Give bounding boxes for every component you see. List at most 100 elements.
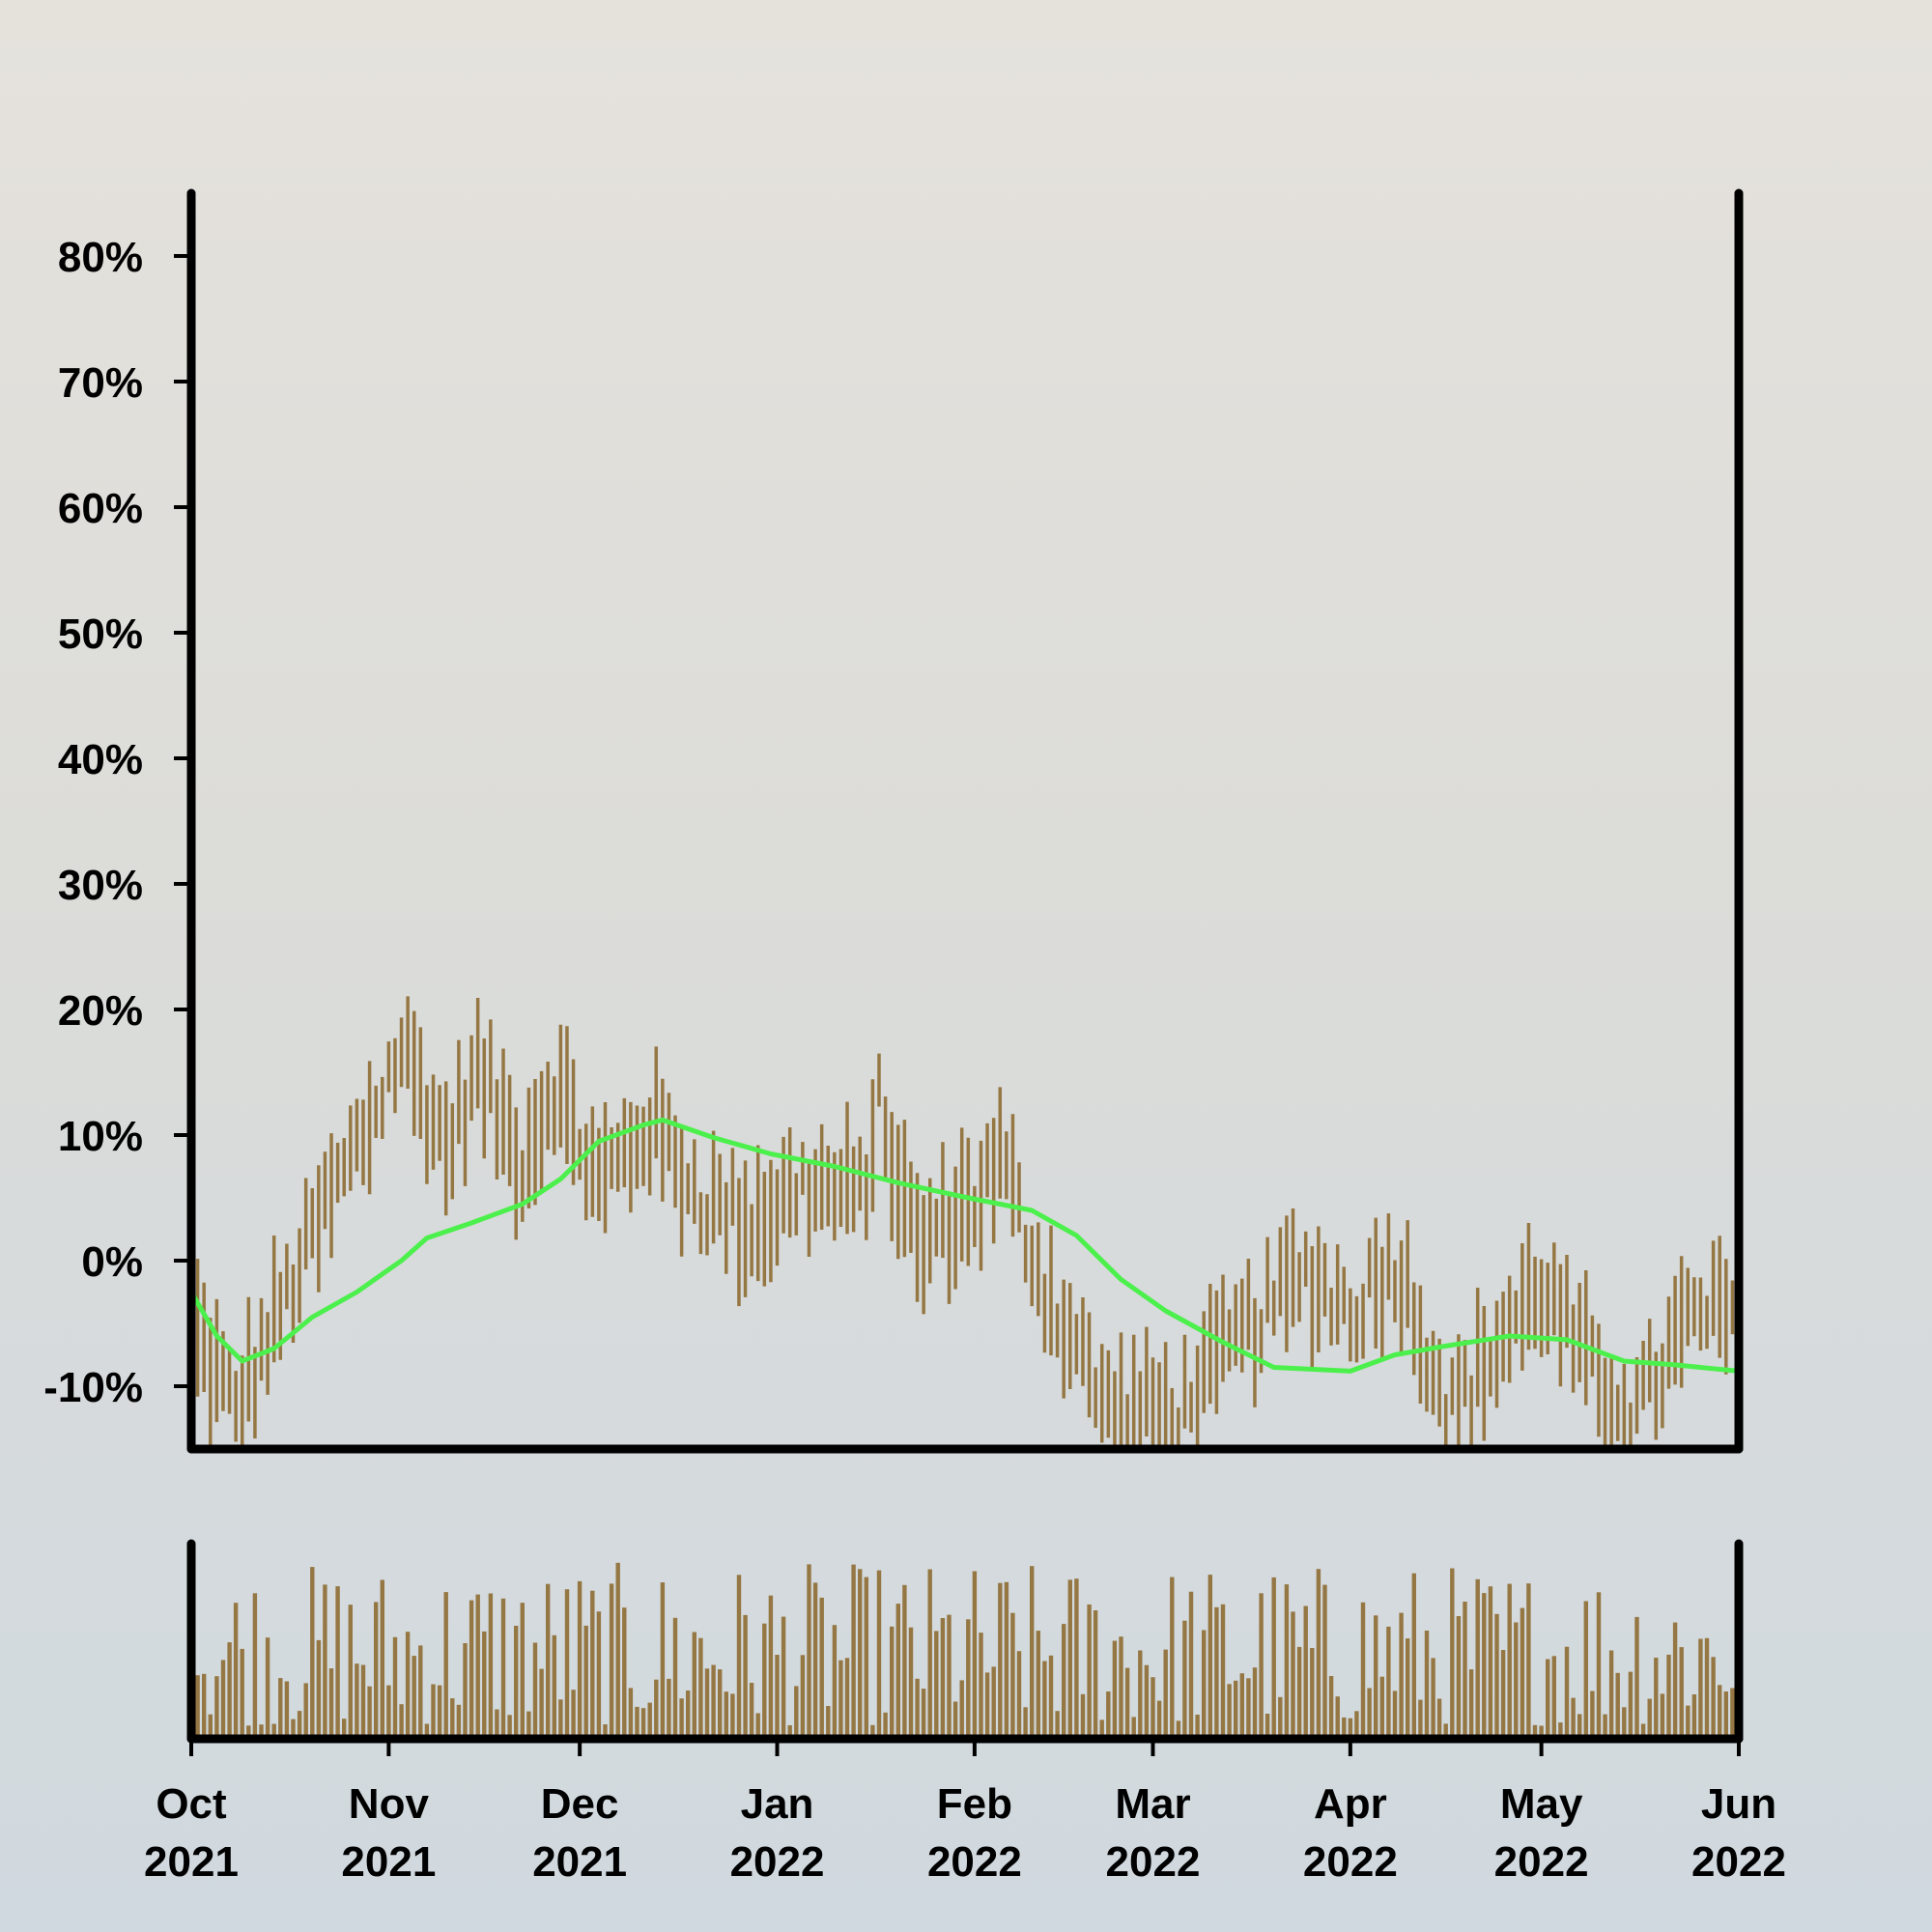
x-tick-label-year: 2021 bbox=[532, 1838, 627, 1886]
y-tick-label: 0% bbox=[81, 1238, 143, 1286]
volume-bar bbox=[686, 1690, 691, 1735]
volume-bar bbox=[1252, 1667, 1258, 1735]
volume-bar bbox=[1124, 1667, 1130, 1735]
volume-bar bbox=[812, 1582, 818, 1735]
volume-bar bbox=[552, 1634, 556, 1735]
volume-bar bbox=[412, 1656, 416, 1735]
volume-bar bbox=[1170, 1577, 1175, 1735]
x-tick-label-month: Nov bbox=[349, 1780, 430, 1828]
volume-bar bbox=[1099, 1719, 1104, 1735]
volume-bar bbox=[418, 1645, 423, 1735]
volume-bar bbox=[1634, 1616, 1639, 1735]
volume-bar bbox=[1342, 1717, 1347, 1735]
volume-bar bbox=[1010, 1612, 1015, 1735]
volume-bar bbox=[851, 1564, 856, 1735]
volume-panel: Oct 2021 Nov 2021 Dec 2021 Jan 2022 Feb 2022 Mar 20… bbox=[144, 1539, 1786, 1886]
volume-bar bbox=[335, 1586, 340, 1735]
volume-bar bbox=[374, 1602, 379, 1735]
volume-bar bbox=[316, 1639, 322, 1735]
price-panel-frame bbox=[186, 188, 1744, 1454]
volume-bar bbox=[1654, 1658, 1659, 1735]
volume-bar bbox=[437, 1685, 442, 1735]
volume-bar bbox=[902, 1584, 907, 1735]
volume-bar bbox=[1392, 1690, 1398, 1735]
volume-bar bbox=[1494, 1613, 1499, 1735]
volume-bar bbox=[895, 1604, 900, 1735]
volume-bar bbox=[507, 1715, 512, 1735]
volume-bar bbox=[1539, 1725, 1544, 1735]
volume-bar bbox=[1119, 1636, 1123, 1735]
volume-bar bbox=[979, 1633, 983, 1735]
volume-bar bbox=[972, 1571, 978, 1735]
y-tick-label: 80% bbox=[58, 234, 143, 281]
volume-bar bbox=[870, 1724, 875, 1735]
volume-bar bbox=[934, 1631, 939, 1735]
volume-bar bbox=[1080, 1693, 1086, 1735]
volume-bar bbox=[1374, 1615, 1378, 1735]
volume-bar bbox=[1074, 1578, 1079, 1735]
volume-bar bbox=[1144, 1664, 1150, 1735]
volume-bar bbox=[1067, 1579, 1072, 1735]
volume-bar bbox=[1259, 1593, 1264, 1735]
volume-bar bbox=[590, 1590, 595, 1735]
volume-bar bbox=[984, 1672, 990, 1735]
x-tick-label-month: May bbox=[1500, 1780, 1583, 1828]
volume-bar bbox=[1188, 1591, 1194, 1735]
volume-bar bbox=[876, 1570, 882, 1735]
volume-bar bbox=[514, 1626, 519, 1735]
volume-bar bbox=[360, 1664, 366, 1735]
volume-bar bbox=[240, 1648, 244, 1735]
volume-bar bbox=[1424, 1631, 1430, 1735]
volume-bar bbox=[1239, 1673, 1244, 1735]
volume-bar bbox=[1271, 1577, 1276, 1735]
volume-bar bbox=[635, 1706, 639, 1735]
volume-bar bbox=[208, 1714, 213, 1735]
volume-bar bbox=[667, 1678, 671, 1735]
volume-bar bbox=[1030, 1566, 1035, 1735]
volume-bar bbox=[469, 1600, 474, 1735]
volume-bar bbox=[1354, 1711, 1359, 1735]
volume-bar bbox=[463, 1643, 468, 1735]
volume-bar bbox=[654, 1679, 659, 1735]
x-tick-label-month: Feb bbox=[937, 1780, 1012, 1828]
volume-bar bbox=[1131, 1717, 1136, 1735]
y-tick-label: 20% bbox=[58, 987, 143, 1035]
volume-bar bbox=[284, 1681, 290, 1735]
price-bars bbox=[189, 996, 1741, 1449]
volume-bar bbox=[1234, 1680, 1238, 1735]
volume-bar bbox=[1214, 1606, 1219, 1735]
volume-bar bbox=[800, 1655, 806, 1735]
volume-bar bbox=[380, 1579, 384, 1735]
volume-bar bbox=[1328, 1676, 1334, 1735]
volume-bar bbox=[431, 1684, 436, 1735]
volume-bar bbox=[500, 1598, 506, 1735]
volume-bar bbox=[1628, 1671, 1634, 1735]
volume-bar bbox=[220, 1660, 226, 1735]
volume-bar bbox=[443, 1592, 448, 1735]
volume-bar bbox=[246, 1725, 251, 1735]
y-axis-ticks: -10% 0% 10% 20% 30% 40% 50% 60% 70% 80% bbox=[43, 234, 191, 1411]
volume-bar bbox=[583, 1625, 588, 1735]
volume-bar bbox=[1679, 1647, 1684, 1735]
volume-bar bbox=[640, 1708, 646, 1735]
volume-bar bbox=[1227, 1684, 1232, 1735]
volume-bar bbox=[1322, 1584, 1327, 1735]
x-tick-label-year: 2021 bbox=[144, 1838, 239, 1886]
y-tick-label: 70% bbox=[58, 359, 143, 407]
volume-bars bbox=[188, 1562, 1742, 1735]
volume-bar bbox=[622, 1607, 627, 1735]
x-tick-label-year: 2022 bbox=[1691, 1838, 1786, 1886]
moving-average-line bbox=[188, 1117, 1740, 1374]
volume-bar bbox=[1379, 1676, 1384, 1735]
x-tick-label-month: Apr bbox=[1314, 1780, 1387, 1828]
x-tick-label-month: Mar bbox=[1115, 1780, 1190, 1828]
x-tick-label-year: 2021 bbox=[341, 1838, 436, 1886]
volume-bar bbox=[271, 1723, 276, 1735]
volume-bar bbox=[775, 1655, 780, 1735]
volume-bar bbox=[1551, 1656, 1556, 1735]
volume-bar bbox=[704, 1668, 710, 1735]
volume-bar bbox=[1087, 1604, 1092, 1735]
volume-bar bbox=[1672, 1622, 1678, 1735]
volume-bar bbox=[1666, 1654, 1671, 1735]
